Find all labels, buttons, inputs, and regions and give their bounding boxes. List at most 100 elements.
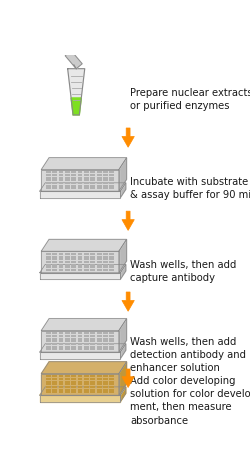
Bar bbox=[84, 187, 89, 189]
Bar bbox=[71, 187, 76, 189]
Bar bbox=[78, 187, 82, 189]
Bar bbox=[97, 266, 102, 268]
Bar bbox=[90, 179, 95, 181]
Bar bbox=[71, 376, 76, 377]
Bar bbox=[71, 258, 76, 260]
Polygon shape bbox=[120, 183, 126, 197]
Bar bbox=[90, 182, 95, 184]
Bar bbox=[90, 171, 95, 173]
Bar bbox=[103, 343, 108, 345]
Bar bbox=[109, 376, 114, 377]
Bar bbox=[52, 171, 57, 173]
Bar bbox=[103, 182, 108, 184]
Bar bbox=[84, 386, 89, 388]
Bar bbox=[109, 174, 114, 176]
Bar bbox=[59, 258, 64, 260]
Bar bbox=[90, 255, 95, 258]
Bar bbox=[65, 338, 70, 340]
Polygon shape bbox=[122, 369, 134, 388]
Bar bbox=[97, 253, 102, 255]
Bar bbox=[65, 376, 70, 377]
Bar bbox=[46, 258, 51, 260]
Bar bbox=[65, 187, 70, 189]
Bar bbox=[109, 389, 114, 391]
Bar bbox=[52, 182, 57, 184]
Bar bbox=[103, 381, 108, 383]
Bar bbox=[78, 179, 82, 181]
Bar bbox=[65, 343, 70, 345]
Bar bbox=[97, 389, 102, 391]
Bar bbox=[71, 389, 76, 391]
Bar bbox=[78, 381, 82, 383]
Bar bbox=[65, 266, 70, 268]
Bar bbox=[90, 174, 95, 176]
Bar bbox=[103, 177, 108, 179]
Bar bbox=[46, 177, 51, 179]
Bar bbox=[78, 340, 82, 342]
Bar bbox=[84, 264, 89, 266]
Bar bbox=[84, 171, 89, 173]
Bar bbox=[71, 266, 76, 268]
Bar bbox=[97, 340, 102, 342]
Bar bbox=[97, 338, 102, 340]
Bar bbox=[90, 185, 95, 186]
Bar bbox=[78, 253, 82, 255]
Bar bbox=[52, 261, 57, 263]
Bar bbox=[59, 345, 64, 348]
Bar bbox=[59, 378, 64, 380]
Bar bbox=[84, 179, 89, 181]
Bar bbox=[78, 177, 82, 179]
Bar bbox=[97, 179, 102, 181]
Bar bbox=[46, 182, 51, 184]
Bar bbox=[46, 332, 51, 335]
Bar bbox=[52, 185, 57, 186]
Bar bbox=[59, 253, 64, 255]
Bar bbox=[109, 266, 114, 268]
Bar bbox=[84, 253, 89, 255]
Bar bbox=[46, 340, 51, 342]
Bar bbox=[52, 343, 57, 345]
Polygon shape bbox=[40, 352, 120, 359]
Bar bbox=[109, 258, 114, 260]
Text: Wash wells, then add
capture antibody: Wash wells, then add capture antibody bbox=[130, 260, 237, 283]
Bar bbox=[90, 264, 95, 266]
Bar bbox=[46, 386, 51, 388]
Bar bbox=[46, 338, 51, 340]
Bar bbox=[84, 338, 89, 340]
Bar bbox=[97, 345, 102, 348]
Bar bbox=[84, 332, 89, 335]
Bar bbox=[109, 340, 114, 342]
Bar bbox=[52, 269, 57, 271]
Bar bbox=[97, 261, 102, 263]
Bar bbox=[71, 171, 76, 173]
Bar bbox=[78, 343, 82, 345]
Bar bbox=[52, 266, 57, 268]
Bar bbox=[90, 338, 95, 340]
Bar bbox=[78, 386, 82, 388]
Bar bbox=[109, 261, 114, 263]
Polygon shape bbox=[65, 51, 82, 69]
Bar bbox=[84, 185, 89, 186]
Bar bbox=[46, 171, 51, 173]
Bar bbox=[65, 171, 70, 173]
Bar bbox=[90, 345, 95, 348]
Bar bbox=[71, 174, 76, 176]
Bar bbox=[71, 177, 76, 179]
Bar bbox=[46, 378, 51, 380]
Bar bbox=[59, 185, 64, 186]
Polygon shape bbox=[122, 128, 134, 147]
Bar bbox=[103, 389, 108, 391]
Bar bbox=[46, 255, 51, 258]
Bar bbox=[97, 185, 102, 186]
Bar bbox=[90, 253, 95, 255]
Bar bbox=[97, 386, 102, 388]
Bar bbox=[103, 386, 108, 388]
Bar bbox=[65, 348, 70, 350]
Bar bbox=[71, 386, 76, 388]
Polygon shape bbox=[41, 374, 119, 395]
Bar bbox=[71, 345, 76, 348]
Bar bbox=[52, 255, 57, 258]
Bar bbox=[84, 174, 89, 176]
Bar bbox=[109, 335, 114, 337]
Bar bbox=[103, 376, 108, 377]
